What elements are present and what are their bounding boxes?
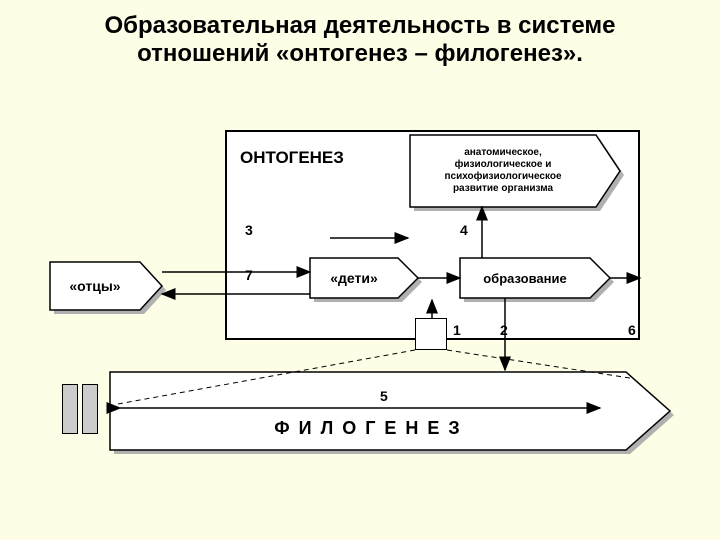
anatom-box-text: анатомическое,физиологическое ипсихофизи… [410,135,596,207]
number-3: 3 [245,222,253,238]
education-box-text: образование [460,258,590,298]
connector-square [415,318,447,350]
slide-title: Образовательная деятельность в системе о… [60,12,660,68]
number-4: 4 [460,222,468,238]
number-5: 5 [380,388,388,404]
number-2: 2 [500,322,508,338]
phylogenez-box-text: Ф И Л О Г Е Н Е З [110,407,626,450]
gray-box-1 [62,384,78,434]
gray-box-2 [82,384,98,434]
children-box-text: «дети» [310,258,398,298]
number-1: 1 [453,322,461,338]
number-6: 6 [628,322,636,338]
ontogenez-label: ОНТОГЕНЕЗ [240,148,344,168]
number-7: 7 [245,267,253,283]
fathers-box-text: «отцы» [50,262,140,310]
